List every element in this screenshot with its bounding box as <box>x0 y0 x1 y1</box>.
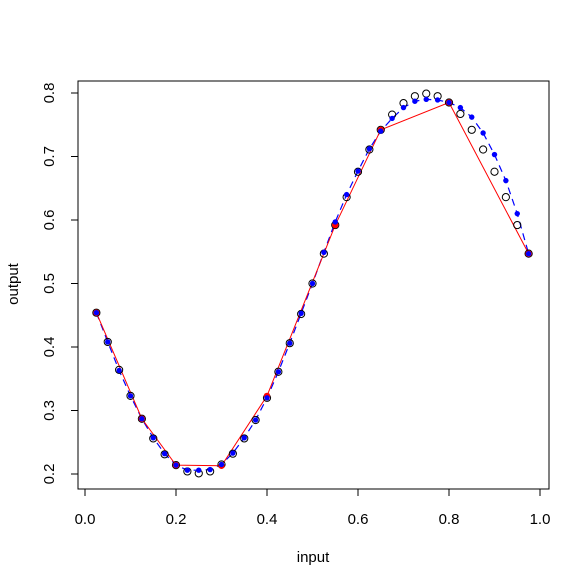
open-point <box>103 337 112 347</box>
open-point <box>115 365 124 374</box>
x-tick-label: 0.8 <box>439 511 460 528</box>
blue-point <box>161 450 168 457</box>
open-point <box>297 309 306 319</box>
blue-point <box>298 310 304 317</box>
y-axis: 0.2 0.3 0.4 0.5 0.6 0.7 0.8 <box>41 83 79 485</box>
open-point <box>513 220 522 230</box>
blue-point <box>366 146 373 152</box>
x-tick-label: 0.2 <box>166 511 187 528</box>
open-point <box>251 415 260 425</box>
open-point <box>365 145 374 154</box>
x-axis: 0.0 0.2 0.4 0.6 0.8 1.0 <box>75 488 551 528</box>
open-point <box>479 145 488 154</box>
blue-point <box>412 98 418 104</box>
blue-point <box>241 435 247 441</box>
blue-point <box>332 219 338 225</box>
blue-point <box>116 367 122 374</box>
blue-point <box>264 395 270 401</box>
open-point <box>126 391 135 400</box>
y-tick-label: 0.6 <box>41 210 58 231</box>
blue-point <box>378 128 384 134</box>
open-point <box>490 167 499 176</box>
y-tick-label: 0.4 <box>41 337 58 358</box>
x-tick-label: 0.6 <box>348 511 369 528</box>
blue-point <box>252 417 259 423</box>
blue-point <box>446 99 452 106</box>
blue-point <box>343 191 350 198</box>
blue-point <box>184 467 191 473</box>
open-point <box>228 449 237 458</box>
blue-point <box>309 280 316 287</box>
y-tick-label: 0.2 <box>41 464 58 485</box>
open-point <box>501 193 510 202</box>
open-point <box>274 367 283 376</box>
y-tick-label: 0.7 <box>41 146 58 167</box>
blue-point <box>287 340 293 346</box>
open-point <box>524 249 533 258</box>
blue-point <box>139 416 145 422</box>
open-point <box>137 414 146 423</box>
open-point <box>240 434 249 443</box>
open-point <box>149 434 158 443</box>
blue-point <box>105 339 111 345</box>
blue-point <box>150 435 156 441</box>
blue-point <box>218 461 225 468</box>
blue-point <box>207 466 213 473</box>
blue-point <box>525 250 532 257</box>
series-points <box>92 89 533 478</box>
open-point <box>285 339 294 348</box>
blue-point <box>480 130 486 136</box>
x-axis-title: input <box>297 549 330 566</box>
y-tick-label: 0.8 <box>41 83 58 104</box>
open-point <box>444 98 454 107</box>
blue-point <box>230 450 236 456</box>
blue-point <box>321 249 327 256</box>
blue-point <box>491 151 498 158</box>
blue-point <box>423 96 429 103</box>
open-point <box>456 109 465 119</box>
y-axis-title: output <box>5 262 22 305</box>
blue-point <box>514 210 520 217</box>
y-tick-label: 0.5 <box>41 273 58 294</box>
open-point <box>171 461 181 470</box>
blue-point <box>457 104 464 111</box>
blue-point <box>503 177 509 184</box>
open-point <box>92 308 101 317</box>
open-point <box>353 167 363 176</box>
blue-point <box>173 462 179 468</box>
x-tick-label: 0.0 <box>75 511 96 528</box>
open-point <box>308 279 317 288</box>
blue-point <box>275 369 282 375</box>
blue-point <box>400 104 407 111</box>
blue-point <box>389 115 395 122</box>
blue-point <box>434 97 441 103</box>
x-tick-label: 0.4 <box>257 511 278 528</box>
open-point <box>467 125 476 134</box>
blue-point <box>196 467 202 473</box>
y-tick-label: 0.3 <box>41 400 58 421</box>
blue-point <box>355 168 361 174</box>
open-point <box>160 450 169 459</box>
x-tick-label: 1.0 <box>530 511 551 528</box>
blue-point <box>93 310 100 316</box>
blue-point <box>469 114 475 120</box>
blue-point <box>127 393 134 399</box>
